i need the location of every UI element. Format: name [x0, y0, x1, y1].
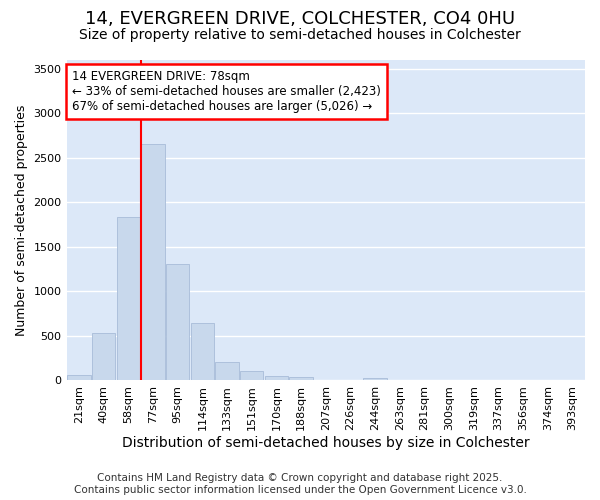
Text: 14, EVERGREEN DRIVE, COLCHESTER, CO4 0HU: 14, EVERGREEN DRIVE, COLCHESTER, CO4 0HU: [85, 10, 515, 28]
Bar: [364, 378, 387, 380]
Bar: [116, 216, 140, 380]
Bar: [141, 144, 164, 380]
Bar: [166, 264, 190, 380]
Text: Contains HM Land Registry data © Crown copyright and database right 2025.
Contai: Contains HM Land Registry data © Crown c…: [74, 474, 526, 495]
Bar: [240, 371, 263, 380]
X-axis label: Distribution of semi-detached houses by size in Colchester: Distribution of semi-detached houses by …: [122, 436, 530, 450]
Bar: [289, 378, 313, 380]
Bar: [191, 324, 214, 380]
Bar: [215, 362, 239, 380]
Text: 14 EVERGREEN DRIVE: 78sqm
← 33% of semi-detached houses are smaller (2,423)
67% : 14 EVERGREEN DRIVE: 78sqm ← 33% of semi-…: [72, 70, 380, 112]
Text: Size of property relative to semi-detached houses in Colchester: Size of property relative to semi-detach…: [79, 28, 521, 42]
Bar: [67, 374, 91, 380]
Y-axis label: Number of semi-detached properties: Number of semi-detached properties: [15, 104, 28, 336]
Bar: [265, 376, 288, 380]
Bar: [92, 334, 115, 380]
